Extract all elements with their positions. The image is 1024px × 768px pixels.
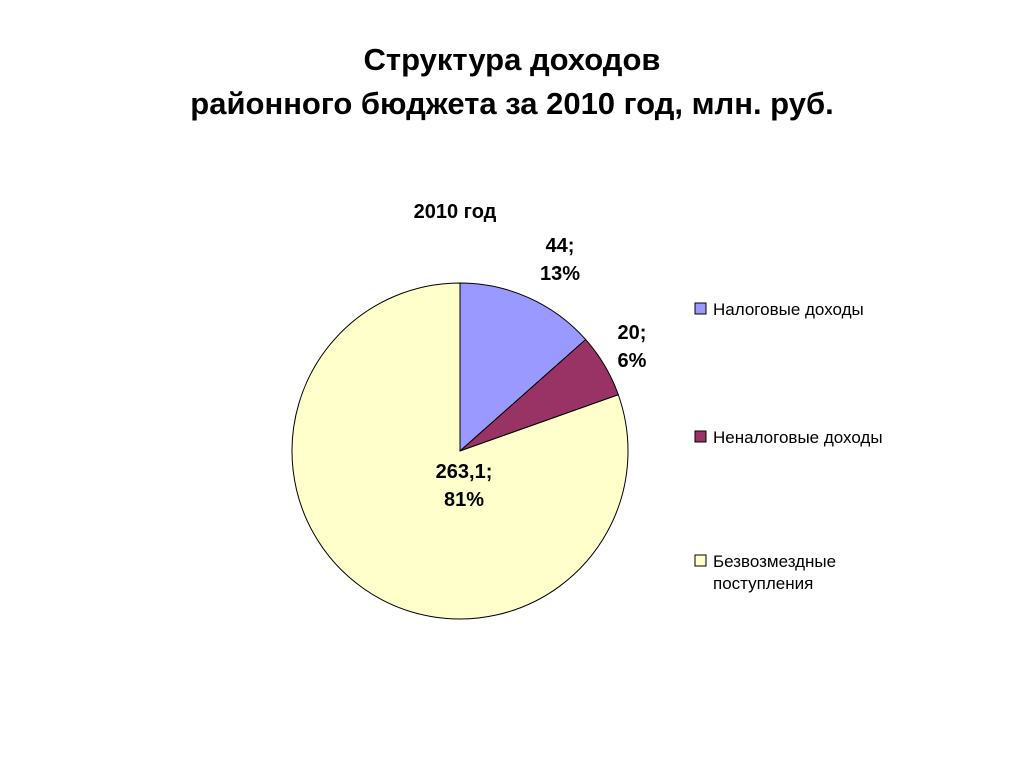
- legend-item-безвозмездные-поступления: Безвозмездные поступления: [694, 552, 836, 593]
- slice-label-налоговые-доходы: 44; 13%: [540, 235, 580, 285]
- slice-label-безвозмездные-поступления: 263,1; 81%: [436, 461, 493, 511]
- legend-swatch: [694, 302, 707, 315]
- slice-label-неналоговые-доходы: 20; 6%: [618, 322, 647, 372]
- legend-swatch: [694, 554, 707, 567]
- slice-percent-label: 6%: [618, 350, 647, 372]
- slice-value-label: 44;: [546, 235, 575, 257]
- pie-slices: [291, 282, 629, 620]
- pie-slice-налоговые-доходы: [459, 282, 587, 453]
- legend-swatch: [694, 430, 707, 443]
- slide-title-line-2: районного бюджета за 2010 год, млн. руб.: [190, 86, 834, 121]
- slide-title-line-1: Структура доходов: [363, 42, 661, 77]
- legend-item-налоговые-доходы: Налоговые доходы: [694, 300, 864, 319]
- legend-item-неналоговые-доходы: Неналоговые доходы: [694, 428, 883, 447]
- legend-label: Безвозмездные поступления: [713, 552, 836, 593]
- legend: Налоговые доходы Неналоговые доходы Безвоз…: [694, 300, 883, 593]
- legend-label: Налоговые доходы: [713, 300, 864, 319]
- pie-slice-безвозмездные-поступления: [291, 282, 629, 620]
- slice-value-label: 20;: [618, 322, 647, 344]
- slide-title: Структура доходов районного бюджета за 2…: [0, 38, 1024, 126]
- legend-label: Неналоговые доходы: [713, 428, 883, 447]
- slice-percent-label: 13%: [540, 263, 580, 285]
- chart-title: 2010 год: [414, 201, 497, 223]
- slice-labels: 44; 13%20; 6%263,1; 81%: [436, 235, 647, 511]
- slice-percent-label: 81%: [444, 489, 484, 511]
- slice-value-label: 263,1;: [436, 461, 493, 483]
